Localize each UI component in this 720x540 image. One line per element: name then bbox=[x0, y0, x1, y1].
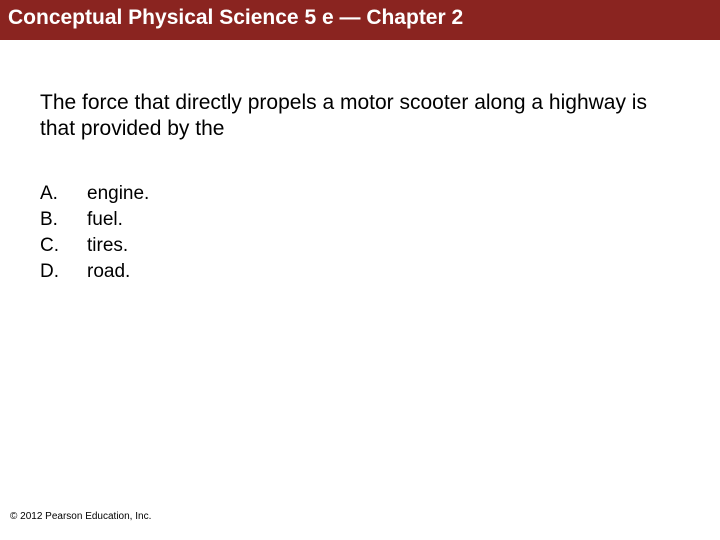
option-row: A. engine. bbox=[40, 183, 149, 209]
copyright-text: © 2012 Pearson Education, Inc. bbox=[10, 511, 151, 522]
option-letter: C. bbox=[40, 235, 87, 261]
answer-options: A. engine. B. fuel. C. tires. D. road. bbox=[40, 183, 720, 287]
option-text: engine. bbox=[87, 183, 149, 209]
option-text: road. bbox=[87, 261, 149, 287]
option-letter: A. bbox=[40, 183, 87, 209]
option-text: tires. bbox=[87, 235, 149, 261]
option-text: fuel. bbox=[87, 209, 149, 235]
option-letter: B. bbox=[40, 209, 87, 235]
option-letter: D. bbox=[40, 261, 87, 287]
options-table: A. engine. B. fuel. C. tires. D. road. bbox=[40, 183, 149, 287]
header-title: Conceptual Physical Science 5 e — Chapte… bbox=[8, 6, 463, 29]
slide-header: Conceptual Physical Science 5 e — Chapte… bbox=[0, 0, 720, 40]
option-row: D. road. bbox=[40, 261, 149, 287]
option-row: C. tires. bbox=[40, 235, 149, 261]
option-row: B. fuel. bbox=[40, 209, 149, 235]
question-text: The force that directly propels a motor … bbox=[40, 90, 680, 143]
slide-container: Conceptual Physical Science 5 e — Chapte… bbox=[0, 0, 720, 540]
